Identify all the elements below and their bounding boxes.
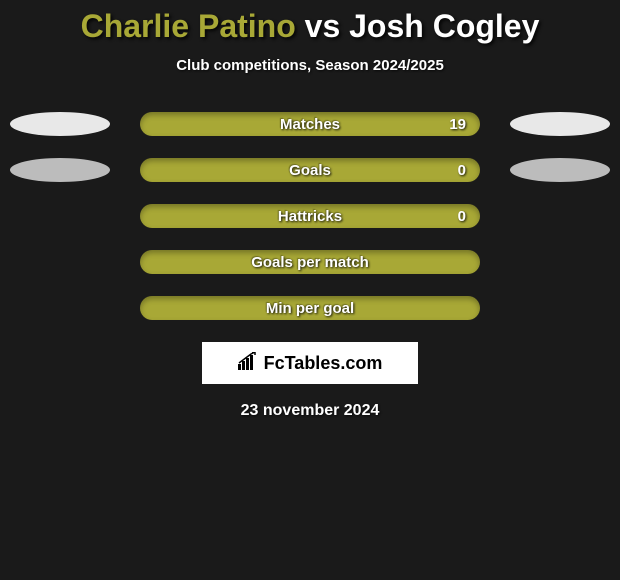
left-ellipse xyxy=(10,158,110,182)
stat-bar: Hattricks0 xyxy=(140,204,480,228)
stat-row: Goals per match xyxy=(0,250,620,274)
stat-bar: Min per goal xyxy=(140,296,480,320)
stat-row: Matches19 xyxy=(0,112,620,136)
stat-label: Hattricks xyxy=(140,208,480,225)
stat-bar: Goals0 xyxy=(140,158,480,182)
main-container: Charlie Patino vs Josh Cogley Club compe… xyxy=(0,0,620,420)
logo: FcTables.com xyxy=(238,352,383,375)
stat-row: Hattricks0 xyxy=(0,204,620,228)
stat-bar: Matches19 xyxy=(140,112,480,136)
right-ellipse xyxy=(510,158,610,182)
stat-label: Goals per match xyxy=(140,254,480,271)
stat-row: Goals0 xyxy=(0,158,620,182)
logo-box: FcTables.com xyxy=(202,342,418,384)
date-text: 23 november 2024 xyxy=(0,402,620,420)
logo-text: FcTables.com xyxy=(264,353,383,374)
stat-label: Min per goal xyxy=(140,300,480,317)
vs-text: vs xyxy=(305,8,341,44)
stat-value: 19 xyxy=(449,116,466,133)
page-title: Charlie Patino vs Josh Cogley xyxy=(0,8,620,45)
right-ellipse xyxy=(510,112,610,136)
stat-label: Matches xyxy=(140,116,480,133)
left-ellipse xyxy=(10,112,110,136)
player2-name: Josh Cogley xyxy=(349,8,539,44)
stat-bar: Goals per match xyxy=(140,250,480,274)
stat-value: 0 xyxy=(458,162,466,179)
stat-row: Min per goal xyxy=(0,296,620,320)
stat-label: Goals xyxy=(140,162,480,179)
subtitle: Club competitions, Season 2024/2025 xyxy=(0,57,620,74)
stat-value: 0 xyxy=(458,208,466,225)
chart-icon xyxy=(238,352,260,375)
stats-rows: Matches19Goals0Hattricks0Goals per match… xyxy=(0,112,620,320)
player1-name: Charlie Patino xyxy=(81,8,296,44)
